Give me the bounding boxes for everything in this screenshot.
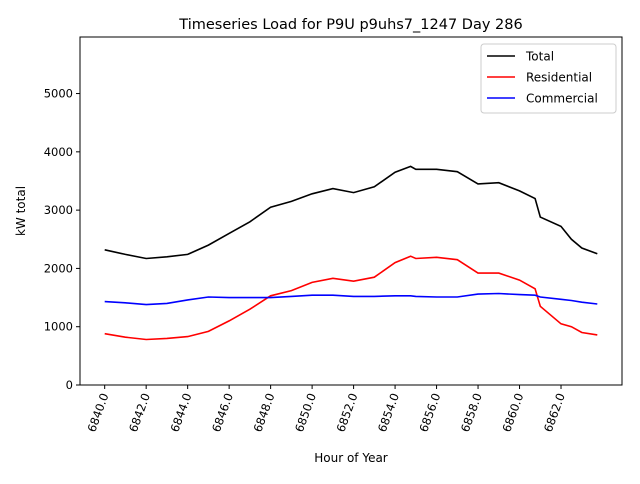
x-tick-label: 6850.0 [292,391,319,434]
legend: Total Residential Commercial [480,43,617,114]
y-tick-label: 5000 [44,87,73,101]
y-tick-label: 2000 [44,261,73,275]
plot-frame [79,36,623,386]
x-axis-label: Hour of Year [314,451,388,465]
y-tick-label: 1000 [44,320,73,334]
y-tick-label: 4000 [44,145,73,159]
x-tick-label: 6844.0 [168,391,195,434]
x-tick-label: 6854.0 [375,391,402,434]
y-tick-label: 3000 [44,203,73,217]
x-tick-label: 6842.0 [126,391,153,434]
series-line-commercial [104,292,598,306]
legend-label-commercial: Commercial [526,92,598,106]
x-tick-label: 6860.0 [499,391,526,434]
chart-title: Timeseries Load for P9U p9uhs7_1247 Day … [178,17,522,33]
legend-box [480,43,617,114]
x-tick-label: 6856.0 [416,391,443,434]
legend-label-residential: Residential [526,71,592,85]
series-line-total [104,165,598,260]
x-tick-label: 6840.0 [85,391,112,434]
x-tick-label: 6862.0 [541,391,568,434]
series-line-residential [104,255,598,341]
x-tick-label: 6848.0 [251,391,278,434]
y-tick-label: 0 [66,378,73,392]
legend-label-total: Total [525,50,554,64]
x-tick-label: 6846.0 [209,391,236,434]
x-tick-label: 6852.0 [333,391,360,434]
x-tick-label: 6858.0 [458,391,485,434]
y-axis-label: kW total [14,186,28,236]
